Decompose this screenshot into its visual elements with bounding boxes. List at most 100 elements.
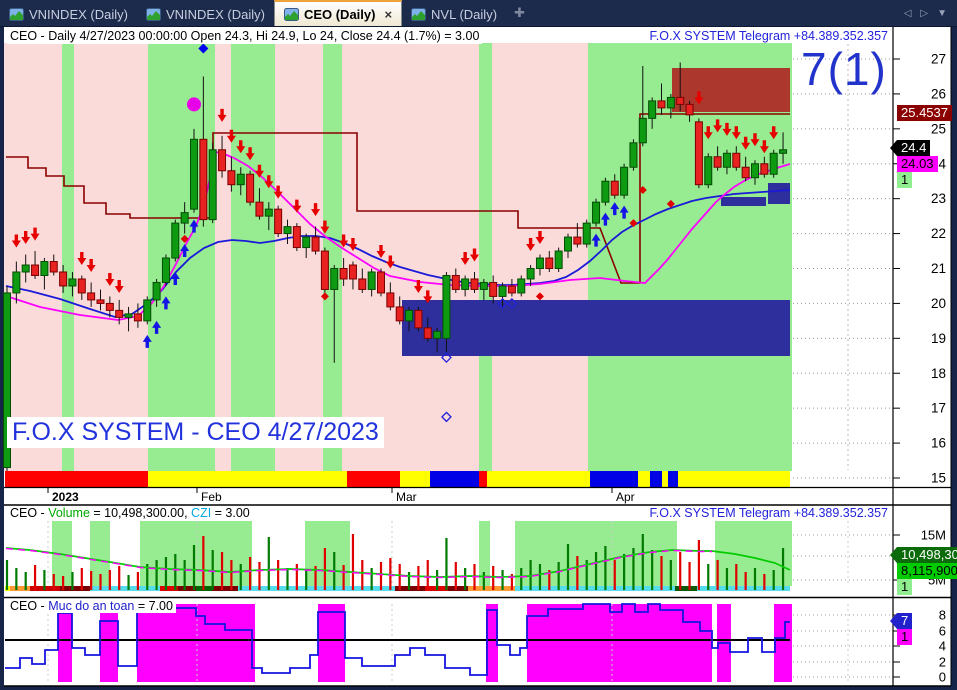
sell-arrow-icon (30, 227, 40, 241)
candle-body (367, 271, 376, 290)
candle-body (507, 285, 516, 294)
sell-arrow-icon (722, 122, 732, 136)
volume-marker-label: 8,115,900 (897, 563, 957, 579)
date-label: 2023 (52, 490, 79, 504)
volume-bar (323, 548, 326, 590)
red-diamond-icon (638, 185, 647, 194)
candle-body (180, 212, 189, 224)
trend-strip-segment (668, 471, 678, 487)
sell-arrow-icon (535, 231, 545, 245)
trend-strip-segment (638, 471, 650, 487)
volume-bar (108, 570, 111, 590)
candle-body (12, 271, 21, 294)
candle-body (685, 103, 694, 116)
volume-bar (202, 536, 205, 590)
candle-body (395, 306, 404, 322)
tab-scroll-left-icon[interactable]: ◁ (903, 7, 912, 19)
buy-arrow-icon (170, 271, 180, 285)
tab-vnindex-daily[interactable]: VNINDEX (Daily) (0, 0, 137, 26)
tab-close-icon[interactable]: × (384, 6, 393, 22)
volume-marker-label: 1 (897, 579, 913, 595)
tab-list-dropdown-icon[interactable]: ▼ (937, 7, 947, 19)
volume-bar (370, 568, 373, 590)
volume-bar (688, 562, 691, 590)
price-tick-label: 19 (931, 331, 946, 346)
candle-body (629, 142, 638, 168)
magenta-ma-line (5, 150, 791, 321)
czi-strip-segment (10, 586, 30, 591)
volume-bar (679, 552, 682, 590)
tab-nvl-daily[interactable]: NVL (Daily) (402, 0, 506, 26)
volume-bar (33, 565, 37, 590)
candle-body (638, 117, 647, 144)
tab-label: CEO (Daily) (303, 6, 376, 22)
safety-block (486, 604, 498, 682)
candle-body (414, 309, 423, 329)
candle-body (423, 327, 432, 339)
candle-body (143, 299, 152, 322)
volume-bar (71, 572, 74, 590)
volume-bar (43, 570, 46, 590)
trend-strip-segment (479, 471, 487, 487)
price-tick-label: 26 (931, 86, 946, 101)
volume-bar (436, 570, 439, 590)
candle-body (704, 156, 713, 186)
candle-body (105, 302, 114, 311)
supply-demand-zone (402, 300, 790, 356)
candle-body (292, 226, 301, 249)
red-diamond-icon (629, 219, 638, 228)
candle-body (190, 138, 198, 210)
sell-arrow-icon (423, 290, 433, 304)
candle-body (77, 278, 86, 294)
safety-block (58, 604, 72, 682)
candle-body (461, 278, 470, 290)
trend-strip-segment (678, 471, 790, 487)
czi-strip-segment (675, 586, 697, 591)
volume-bar (566, 544, 570, 590)
volume-bar (529, 560, 532, 590)
candle-body (246, 173, 255, 203)
volume-bar (613, 560, 616, 590)
supply-demand-zone (768, 183, 790, 204)
price-marker-label: 24.4 (890, 140, 931, 156)
tab-vnindex-daily[interactable]: VNINDEX (Daily) (137, 0, 274, 26)
czi-strip-segment (468, 586, 515, 591)
buy-arrow-icon (619, 205, 629, 219)
tab-nav-controls: ◁ ▷ ▼ (904, 0, 957, 26)
tab-ceo-daily[interactable]: CEO (Daily) × (273, 0, 403, 26)
sell-arrow-icon (245, 147, 255, 161)
trend-band-green (323, 43, 342, 471)
volume-bar (379, 562, 383, 590)
candle-body (769, 152, 778, 175)
new-tab-icon[interactable]: ✚ (514, 5, 525, 20)
tab-scroll-right-icon[interactable]: ▷ (920, 7, 929, 19)
indicator-marker-label-arrow (890, 613, 897, 629)
volume-bar (594, 552, 598, 590)
chart-thumbnail-icon (145, 7, 161, 21)
volume-bar (15, 568, 18, 590)
volume-bar (90, 571, 93, 590)
tab-label: VNINDEX (Daily) (29, 6, 128, 22)
sell-arrow-icon (376, 245, 386, 259)
candle-body (68, 278, 77, 287)
sell-arrow-icon (526, 238, 536, 252)
indicator-tick-label: 0 (939, 670, 946, 685)
volume-title-name: Volume (48, 506, 90, 520)
trend-band-green (479, 43, 492, 471)
candle-body (302, 236, 311, 249)
candle-body (339, 268, 348, 280)
volume-bar (501, 570, 504, 590)
volume-bar (52, 574, 55, 590)
trend-strip-segment (430, 471, 479, 487)
indicator-pane-title: CEO - Muc do an toan = 7.00 (7, 599, 176, 613)
indicator-tick-label: 2 (939, 655, 946, 670)
volume-bar (267, 537, 270, 590)
blue-diamond-outline-icon (441, 352, 452, 363)
candle-body (320, 250, 329, 290)
candle-body (479, 281, 488, 290)
volume-bar (351, 534, 355, 590)
price-tick-label: 17 (931, 401, 946, 416)
candle-body (377, 271, 385, 294)
buy-arrow-icon (180, 244, 190, 258)
